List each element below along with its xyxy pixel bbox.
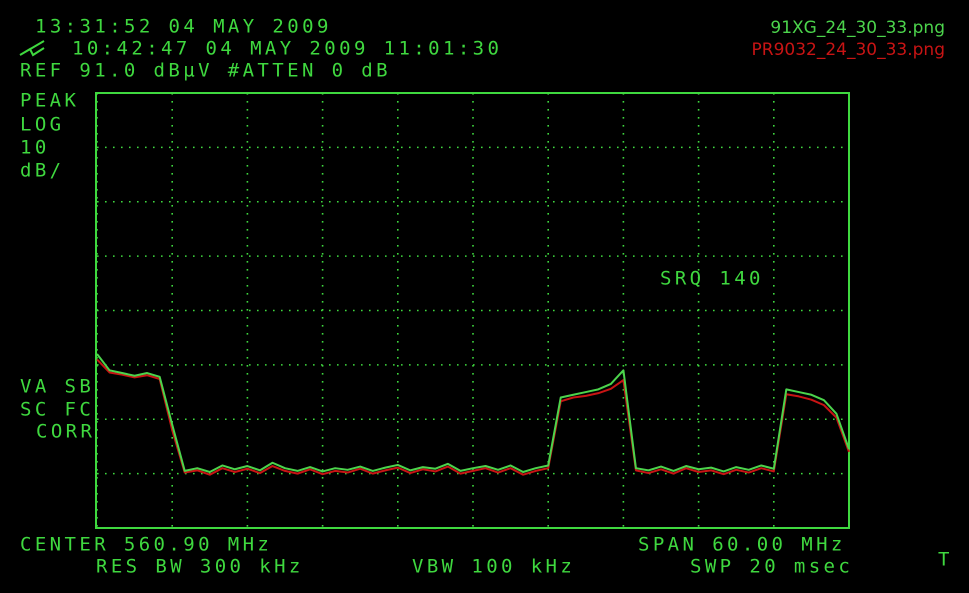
correction-label: SC FC bbox=[20, 399, 94, 421]
span: SPAN 60.00 MHz bbox=[638, 534, 846, 556]
legend-entry: 91XG_24_30_33.png bbox=[770, 18, 945, 38]
timestamp: 13:31:52 04 MAY 2009 bbox=[35, 16, 332, 38]
correction-label: CORR bbox=[36, 421, 95, 443]
srq-message: SRQ 140 bbox=[660, 268, 764, 290]
scale-label: LOG bbox=[20, 114, 65, 136]
sweep-time: SWP 20 msec bbox=[690, 556, 853, 578]
resolution-bandwidth: RES BW 300 kHz bbox=[96, 556, 304, 578]
video-bandwidth: VBW 100 kHz bbox=[412, 556, 575, 578]
correction-label: VA SB bbox=[20, 376, 94, 398]
reference-level: REF 91.0 dBµV #ATTEN 0 dB bbox=[20, 60, 391, 82]
recall-time: 10:42:47 04 MAY 2009 11:01:30 bbox=[72, 38, 502, 60]
trace bbox=[96, 353, 850, 473]
trace bbox=[96, 358, 850, 476]
scale-label: 10 bbox=[20, 137, 50, 159]
center-frequency: CENTER 560.90 MHz bbox=[20, 534, 272, 556]
legend-entry: PR9032_24_30_33.png bbox=[752, 40, 945, 60]
recall-icon bbox=[19, 40, 45, 57]
scale-label: dB/ bbox=[20, 160, 65, 182]
detector-label: PEAK bbox=[20, 90, 79, 112]
trigger-indicator: T bbox=[938, 549, 953, 571]
